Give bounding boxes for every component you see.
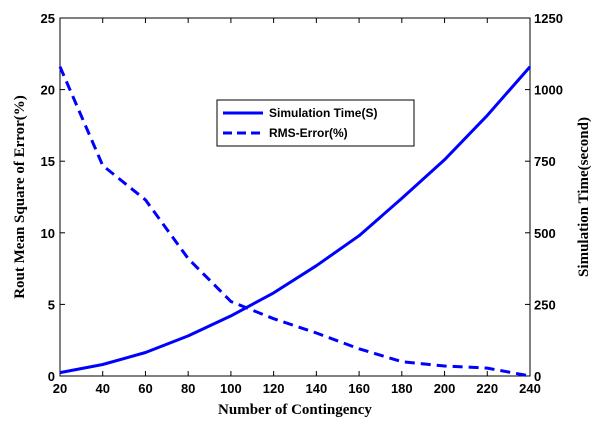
legend: Simulation Time(S) RMS-Error(%) bbox=[216, 99, 415, 147]
right-y-tick-label: 750 bbox=[534, 154, 556, 169]
x-axis-ticks: 20 40 60 80 100 120 140 160 180 200 220 240 bbox=[53, 18, 541, 396]
right-y-axis-ticks: 0 250 500 750 1000 1250 bbox=[525, 11, 563, 384]
series-layer bbox=[58, 65, 532, 378]
right-y-tick-label: 0 bbox=[534, 369, 541, 384]
x-tick-label: 220 bbox=[476, 381, 498, 396]
left-y-tick-label: 15 bbox=[41, 154, 55, 169]
left-y-axis-ticks: 0 5 10 15 20 25 bbox=[41, 11, 65, 384]
simulation-time-line bbox=[59, 65, 532, 375]
left-y-tick-label: 5 bbox=[48, 297, 55, 312]
x-tick-label: 40 bbox=[95, 381, 109, 396]
plot-area bbox=[59, 17, 531, 377]
left-y-tick-label: 25 bbox=[41, 11, 55, 26]
x-tick-label: 140 bbox=[306, 381, 328, 396]
x-tick-label: 80 bbox=[181, 381, 195, 396]
right-y-tick-label: 500 bbox=[534, 226, 556, 241]
right-y-tick-label: 1000 bbox=[534, 83, 563, 98]
x-tick-label: 60 bbox=[138, 381, 152, 396]
left-y-axis-title: Rout Mean Square of Error(%) bbox=[12, 95, 28, 299]
right-y-tick-label: 1250 bbox=[534, 11, 563, 26]
legend-label-simulation-time: Simulation Time(S) bbox=[269, 106, 377, 120]
x-tick-label: 20 bbox=[53, 381, 67, 396]
left-y-tick-label: 20 bbox=[41, 83, 55, 98]
x-tick-label: 100 bbox=[220, 381, 242, 396]
x-tick-label: 180 bbox=[391, 381, 413, 396]
rms-error-line bbox=[58, 66, 531, 378]
right-y-axis-title: Simulation Time(second) bbox=[576, 117, 592, 277]
x-tick-label: 240 bbox=[519, 381, 541, 396]
left-y-tick-label: 10 bbox=[41, 226, 55, 241]
right-y-tick-label: 250 bbox=[534, 297, 556, 312]
x-tick-label: 200 bbox=[434, 381, 456, 396]
left-y-tick-label: 0 bbox=[48, 369, 55, 384]
legend-box bbox=[216, 99, 415, 147]
legend-label-rms-error: RMS-Error(%) bbox=[269, 126, 348, 140]
x-axis-title: Number of Contingency bbox=[218, 402, 372, 418]
x-tick-label: 120 bbox=[263, 381, 285, 396]
x-tick-label: 160 bbox=[348, 381, 370, 396]
